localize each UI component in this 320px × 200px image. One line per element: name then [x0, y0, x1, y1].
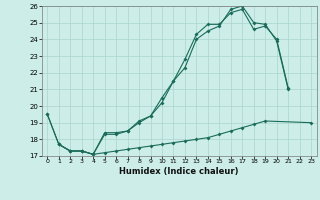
X-axis label: Humidex (Indice chaleur): Humidex (Indice chaleur) [119, 167, 239, 176]
